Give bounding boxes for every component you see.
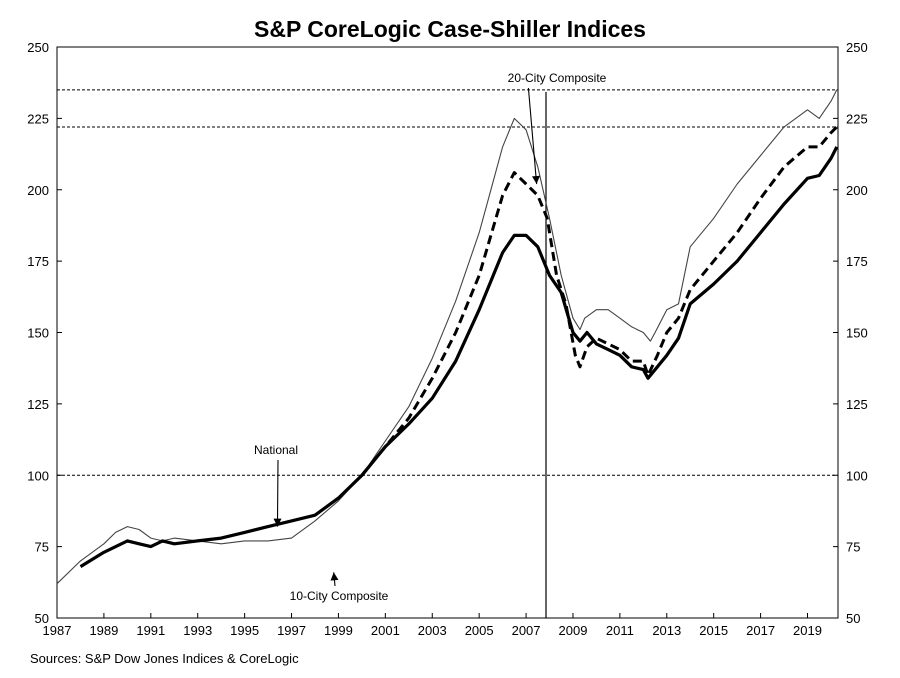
y-tick-label-right: 125 <box>846 397 868 412</box>
annotation-arrowhead <box>531 175 540 185</box>
x-tick-label: 2011 <box>606 623 634 638</box>
y-tick-label-right: 150 <box>846 326 868 341</box>
annotation-arrow-line <box>527 87 538 185</box>
x-tick-label: 2007 <box>512 623 541 638</box>
x-tick-label: 2003 <box>418 623 447 638</box>
y-tick-label-right: 250 <box>846 40 868 55</box>
y-tick-label-left: 175 <box>27 254 49 269</box>
x-tick-label: 2015 <box>699 623 728 638</box>
x-tick-label: 2005 <box>465 623 494 638</box>
x-tick-label: 2009 <box>559 623 588 638</box>
series-line-20-city-composite <box>360 125 838 477</box>
x-tick-label: 2013 <box>652 623 681 638</box>
y-tick-label-left: 150 <box>27 326 49 341</box>
annotation-label: 10-City Composite <box>290 589 389 603</box>
annotation-arrow-line <box>276 459 279 527</box>
y-tick-label-right: 100 <box>846 468 868 483</box>
x-tick-label: 2019 <box>793 623 822 638</box>
y-tick-label-right: 225 <box>846 111 868 126</box>
source-note: Sources: S&P Dow Jones Indices & CoreLog… <box>30 651 299 666</box>
annotation-arrowhead <box>273 518 282 527</box>
y-tick-label-left: 125 <box>27 397 49 412</box>
x-tick-label: 2017 <box>746 623 775 638</box>
x-tick-label: 1999 <box>324 623 353 638</box>
series-line-national <box>79 146 839 568</box>
y-tick-label-right: 75 <box>846 540 860 555</box>
x-tick-label: 1997 <box>277 623 306 638</box>
plot-frame <box>56 46 839 619</box>
series-line-10-city-composite <box>56 89 838 585</box>
x-tick-label: 1989 <box>89 623 118 638</box>
x-tick-label: 1991 <box>136 623 165 638</box>
annotation-arrowhead <box>330 572 339 581</box>
y-tick-label-left: 225 <box>27 111 49 126</box>
y-tick-label-right: 200 <box>846 183 868 198</box>
x-tick-label: 1987 <box>43 623 72 638</box>
y-tick-label-right: 175 <box>846 254 868 269</box>
x-tick-label: 1993 <box>183 623 212 638</box>
y-tick-label-left: 75 <box>35 540 49 555</box>
annotation-label: National <box>254 443 298 457</box>
y-tick-label-right: 50 <box>846 611 860 626</box>
x-tick-label: 2001 <box>371 623 400 638</box>
y-tick-label-left: 250 <box>27 40 49 55</box>
y-tick-label-left: 200 <box>27 183 49 198</box>
y-tick-label-left: 50 <box>35 611 49 626</box>
x-tick-label: 1995 <box>230 623 259 638</box>
chart-title: S&P CoreLogic Case-Shiller Indices <box>254 16 646 42</box>
y-tick-label-left: 100 <box>27 468 49 483</box>
annotation-label: 20-City Composite <box>508 71 607 85</box>
